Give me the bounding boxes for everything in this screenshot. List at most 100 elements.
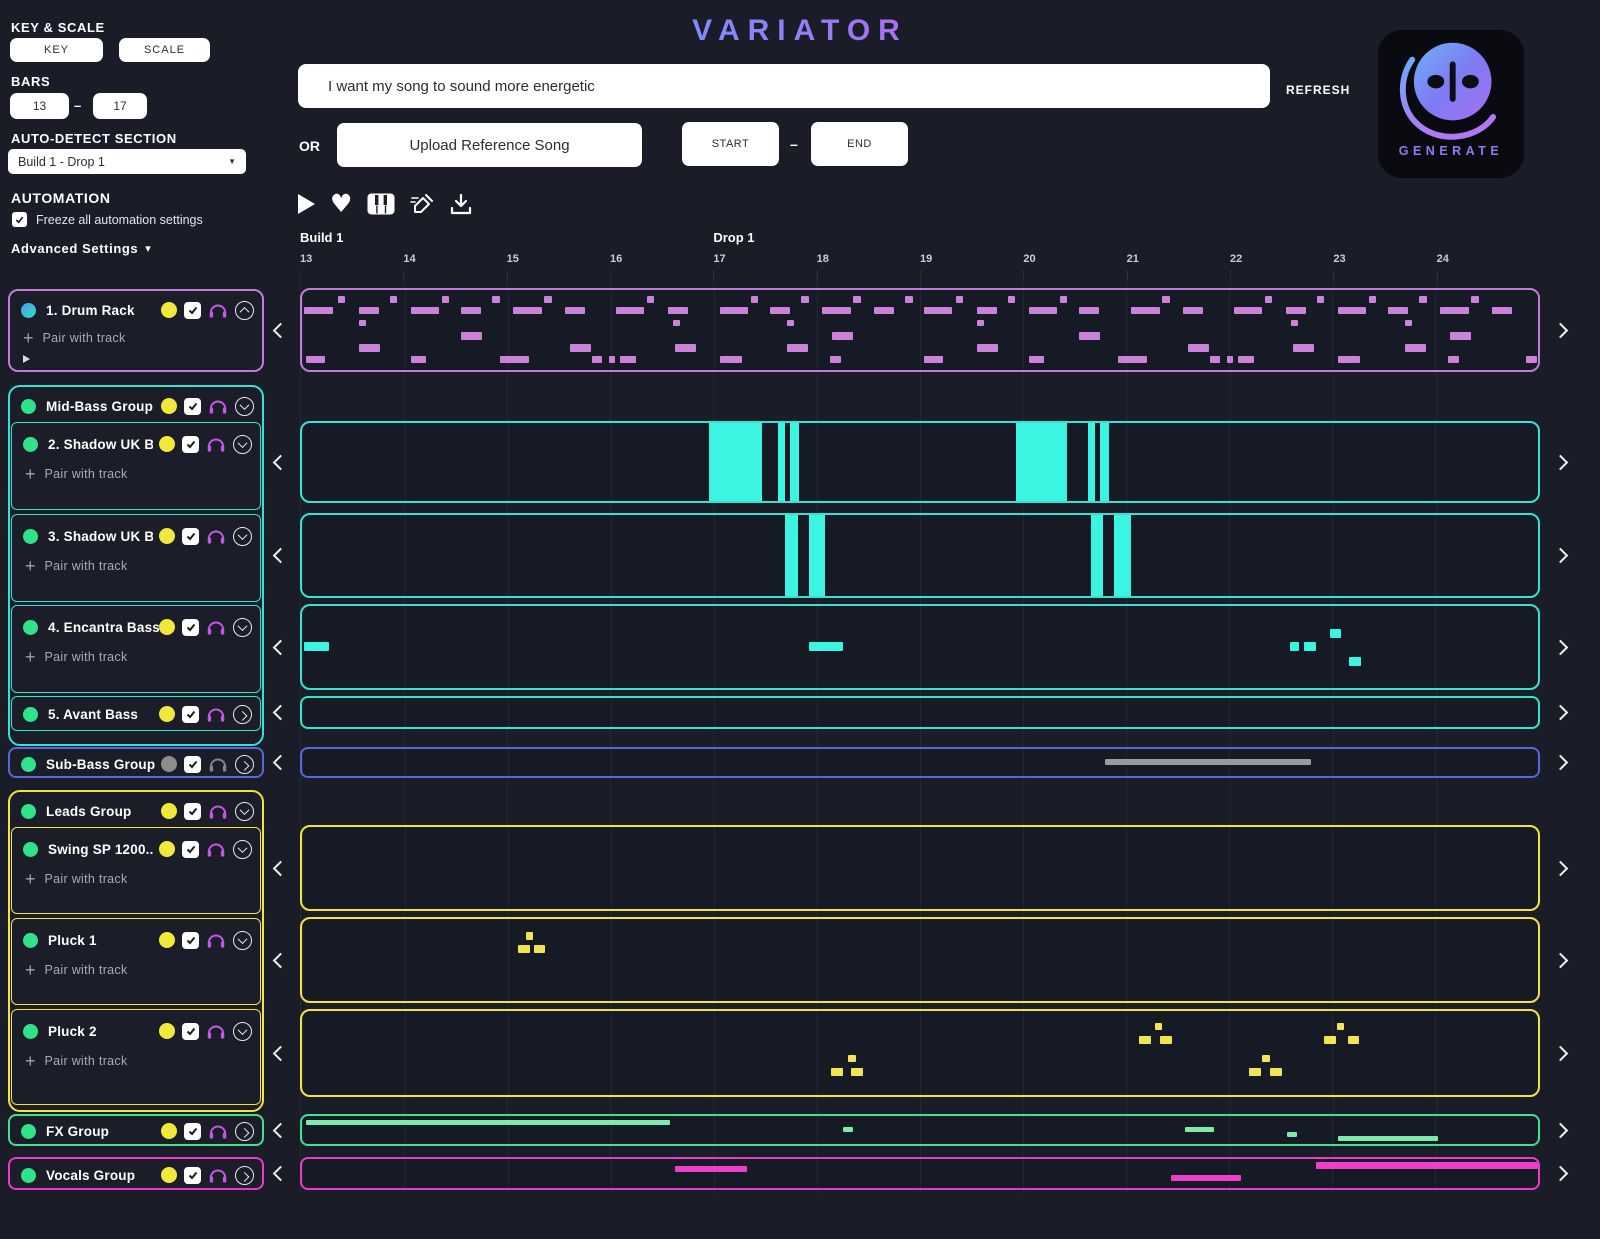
expand-icon[interactable] <box>233 931 252 950</box>
enable-checkbox[interactable] <box>182 619 199 636</box>
track-card-shadow3[interactable]: 3. Shadow UK B... + Pair with track <box>11 514 261 602</box>
midi-note[interactable] <box>1114 515 1131 596</box>
expand-icon[interactable] <box>235 397 254 416</box>
midi-note[interactable] <box>720 356 742 363</box>
midi-note[interactable] <box>411 307 439 314</box>
automation-dot[interactable] <box>161 756 177 772</box>
automation-dot[interactable] <box>161 803 177 819</box>
advanced-settings-toggle[interactable]: Advanced Settings ▾ <box>11 241 151 256</box>
scroll-left-icon[interactable] <box>272 707 288 718</box>
collapse-icon[interactable] <box>235 301 254 320</box>
headphones-icon[interactable] <box>206 618 226 636</box>
play-icon[interactable] <box>298 194 315 214</box>
automation-dot[interactable] <box>159 841 175 857</box>
midi-note[interactable] <box>338 296 345 302</box>
midi-note[interactable] <box>1171 1175 1241 1181</box>
start-button[interactable]: START <box>682 122 779 166</box>
midi-note[interactable] <box>1349 657 1361 666</box>
midi-note[interactable] <box>1419 296 1426 302</box>
lane-fx[interactable] <box>300 1114 1540 1146</box>
lane-subbass[interactable] <box>300 747 1540 778</box>
midi-note[interactable] <box>905 296 912 302</box>
midi-note[interactable] <box>668 307 688 314</box>
midi-note[interactable] <box>1016 423 1067 501</box>
bars-end-input[interactable] <box>93 93 147 119</box>
midi-note[interactable] <box>1316 1162 1538 1169</box>
piano-icon[interactable] <box>367 193 395 215</box>
midi-note[interactable] <box>1471 296 1478 302</box>
midi-note[interactable] <box>1304 642 1315 651</box>
midi-note[interactable] <box>851 1068 863 1076</box>
track-card-encantra[interactable]: 4. Encantra Bass + Pair with track <box>11 605 261 693</box>
expand-icon[interactable] <box>235 1166 254 1185</box>
end-button[interactable]: END <box>811 122 908 166</box>
automation-dot[interactable] <box>159 706 175 722</box>
midi-note[interactable] <box>977 307 997 314</box>
midi-note[interactable] <box>785 515 797 596</box>
midi-note[interactable] <box>1290 642 1300 651</box>
enable-checkbox[interactable] <box>184 1123 201 1140</box>
automation-dot[interactable] <box>161 1167 177 1183</box>
midi-note[interactable] <box>390 296 397 302</box>
midi-note[interactable] <box>304 307 332 314</box>
midi-note[interactable] <box>442 296 449 302</box>
lane-vocals[interactable] <box>300 1157 1540 1190</box>
midi-note[interactable] <box>1183 307 1203 314</box>
headphones-icon[interactable] <box>208 301 228 319</box>
lane-drum[interactable] <box>300 288 1540 372</box>
headphones-icon[interactable] <box>206 931 226 949</box>
midi-note[interactable] <box>675 344 696 351</box>
midi-note[interactable] <box>977 320 984 326</box>
download-icon[interactable] <box>449 193 473 215</box>
pair-with-track-button[interactable]: + Pair with track <box>25 650 128 664</box>
enable-checkbox[interactable] <box>182 706 199 723</box>
midi-note[interactable] <box>411 356 426 363</box>
midi-note[interactable] <box>1388 307 1408 314</box>
headphones-icon[interactable] <box>206 1022 226 1040</box>
midi-note[interactable] <box>1185 1127 1215 1132</box>
midi-note[interactable] <box>874 307 894 314</box>
scroll-left-icon[interactable] <box>272 550 288 561</box>
track-card-pluck1[interactable]: Pluck 1 + Pair with track <box>11 918 261 1005</box>
midi-note[interactable] <box>1100 423 1109 501</box>
midi-note[interactable] <box>1338 307 1366 314</box>
expand-icon[interactable] <box>235 755 254 774</box>
midi-note[interactable] <box>709 423 762 501</box>
expand-arrow-icon[interactable] <box>23 355 30 363</box>
midi-note[interactable] <box>1330 629 1341 638</box>
midi-note[interactable] <box>1079 332 1100 339</box>
bars-start-input[interactable] <box>10 93 69 119</box>
midi-note[interactable] <box>720 307 748 314</box>
track-card-fx[interactable]: FX Group <box>8 1114 264 1146</box>
expand-icon[interactable] <box>233 705 252 724</box>
automation-dot[interactable] <box>161 1123 177 1139</box>
midi-note[interactable] <box>1227 356 1233 363</box>
midi-note[interactable] <box>609 356 615 363</box>
midi-note[interactable] <box>620 356 636 363</box>
midi-note[interactable] <box>570 344 591 351</box>
midi-note[interactable] <box>544 296 551 302</box>
track-card-drum[interactable]: 1. Drum Rack + Pair with track <box>8 289 264 372</box>
section-select[interactable]: Build 1 - Drop 1 ▼ <box>8 149 246 174</box>
headphones-icon[interactable] <box>206 840 226 858</box>
midi-note[interactable] <box>924 307 952 314</box>
midi-note[interactable] <box>1249 1068 1261 1076</box>
scroll-right-icon[interactable] <box>1552 1168 1568 1179</box>
midi-note[interactable] <box>1450 332 1471 339</box>
scroll-right-icon[interactable] <box>1552 863 1568 874</box>
midi-note[interactable] <box>830 356 841 363</box>
expand-icon[interactable] <box>233 1022 252 1041</box>
track-card-pluck2[interactable]: Pluck 2 + Pair with track <box>11 1009 261 1105</box>
midi-note[interactable] <box>1286 307 1306 314</box>
midi-note[interactable] <box>790 423 799 501</box>
midi-note[interactable] <box>1405 344 1426 351</box>
midi-note[interactable] <box>1029 356 1044 363</box>
scroll-right-icon[interactable] <box>1552 955 1568 966</box>
lane-shadow2[interactable] <box>300 421 1540 503</box>
midi-note[interactable] <box>492 296 499 302</box>
midi-note[interactable] <box>778 423 785 501</box>
lane-avant[interactable] <box>300 696 1540 729</box>
midi-note[interactable] <box>565 307 585 314</box>
refresh-button[interactable]: REFRESH <box>1286 83 1350 97</box>
headphones-icon[interactable] <box>206 435 226 453</box>
